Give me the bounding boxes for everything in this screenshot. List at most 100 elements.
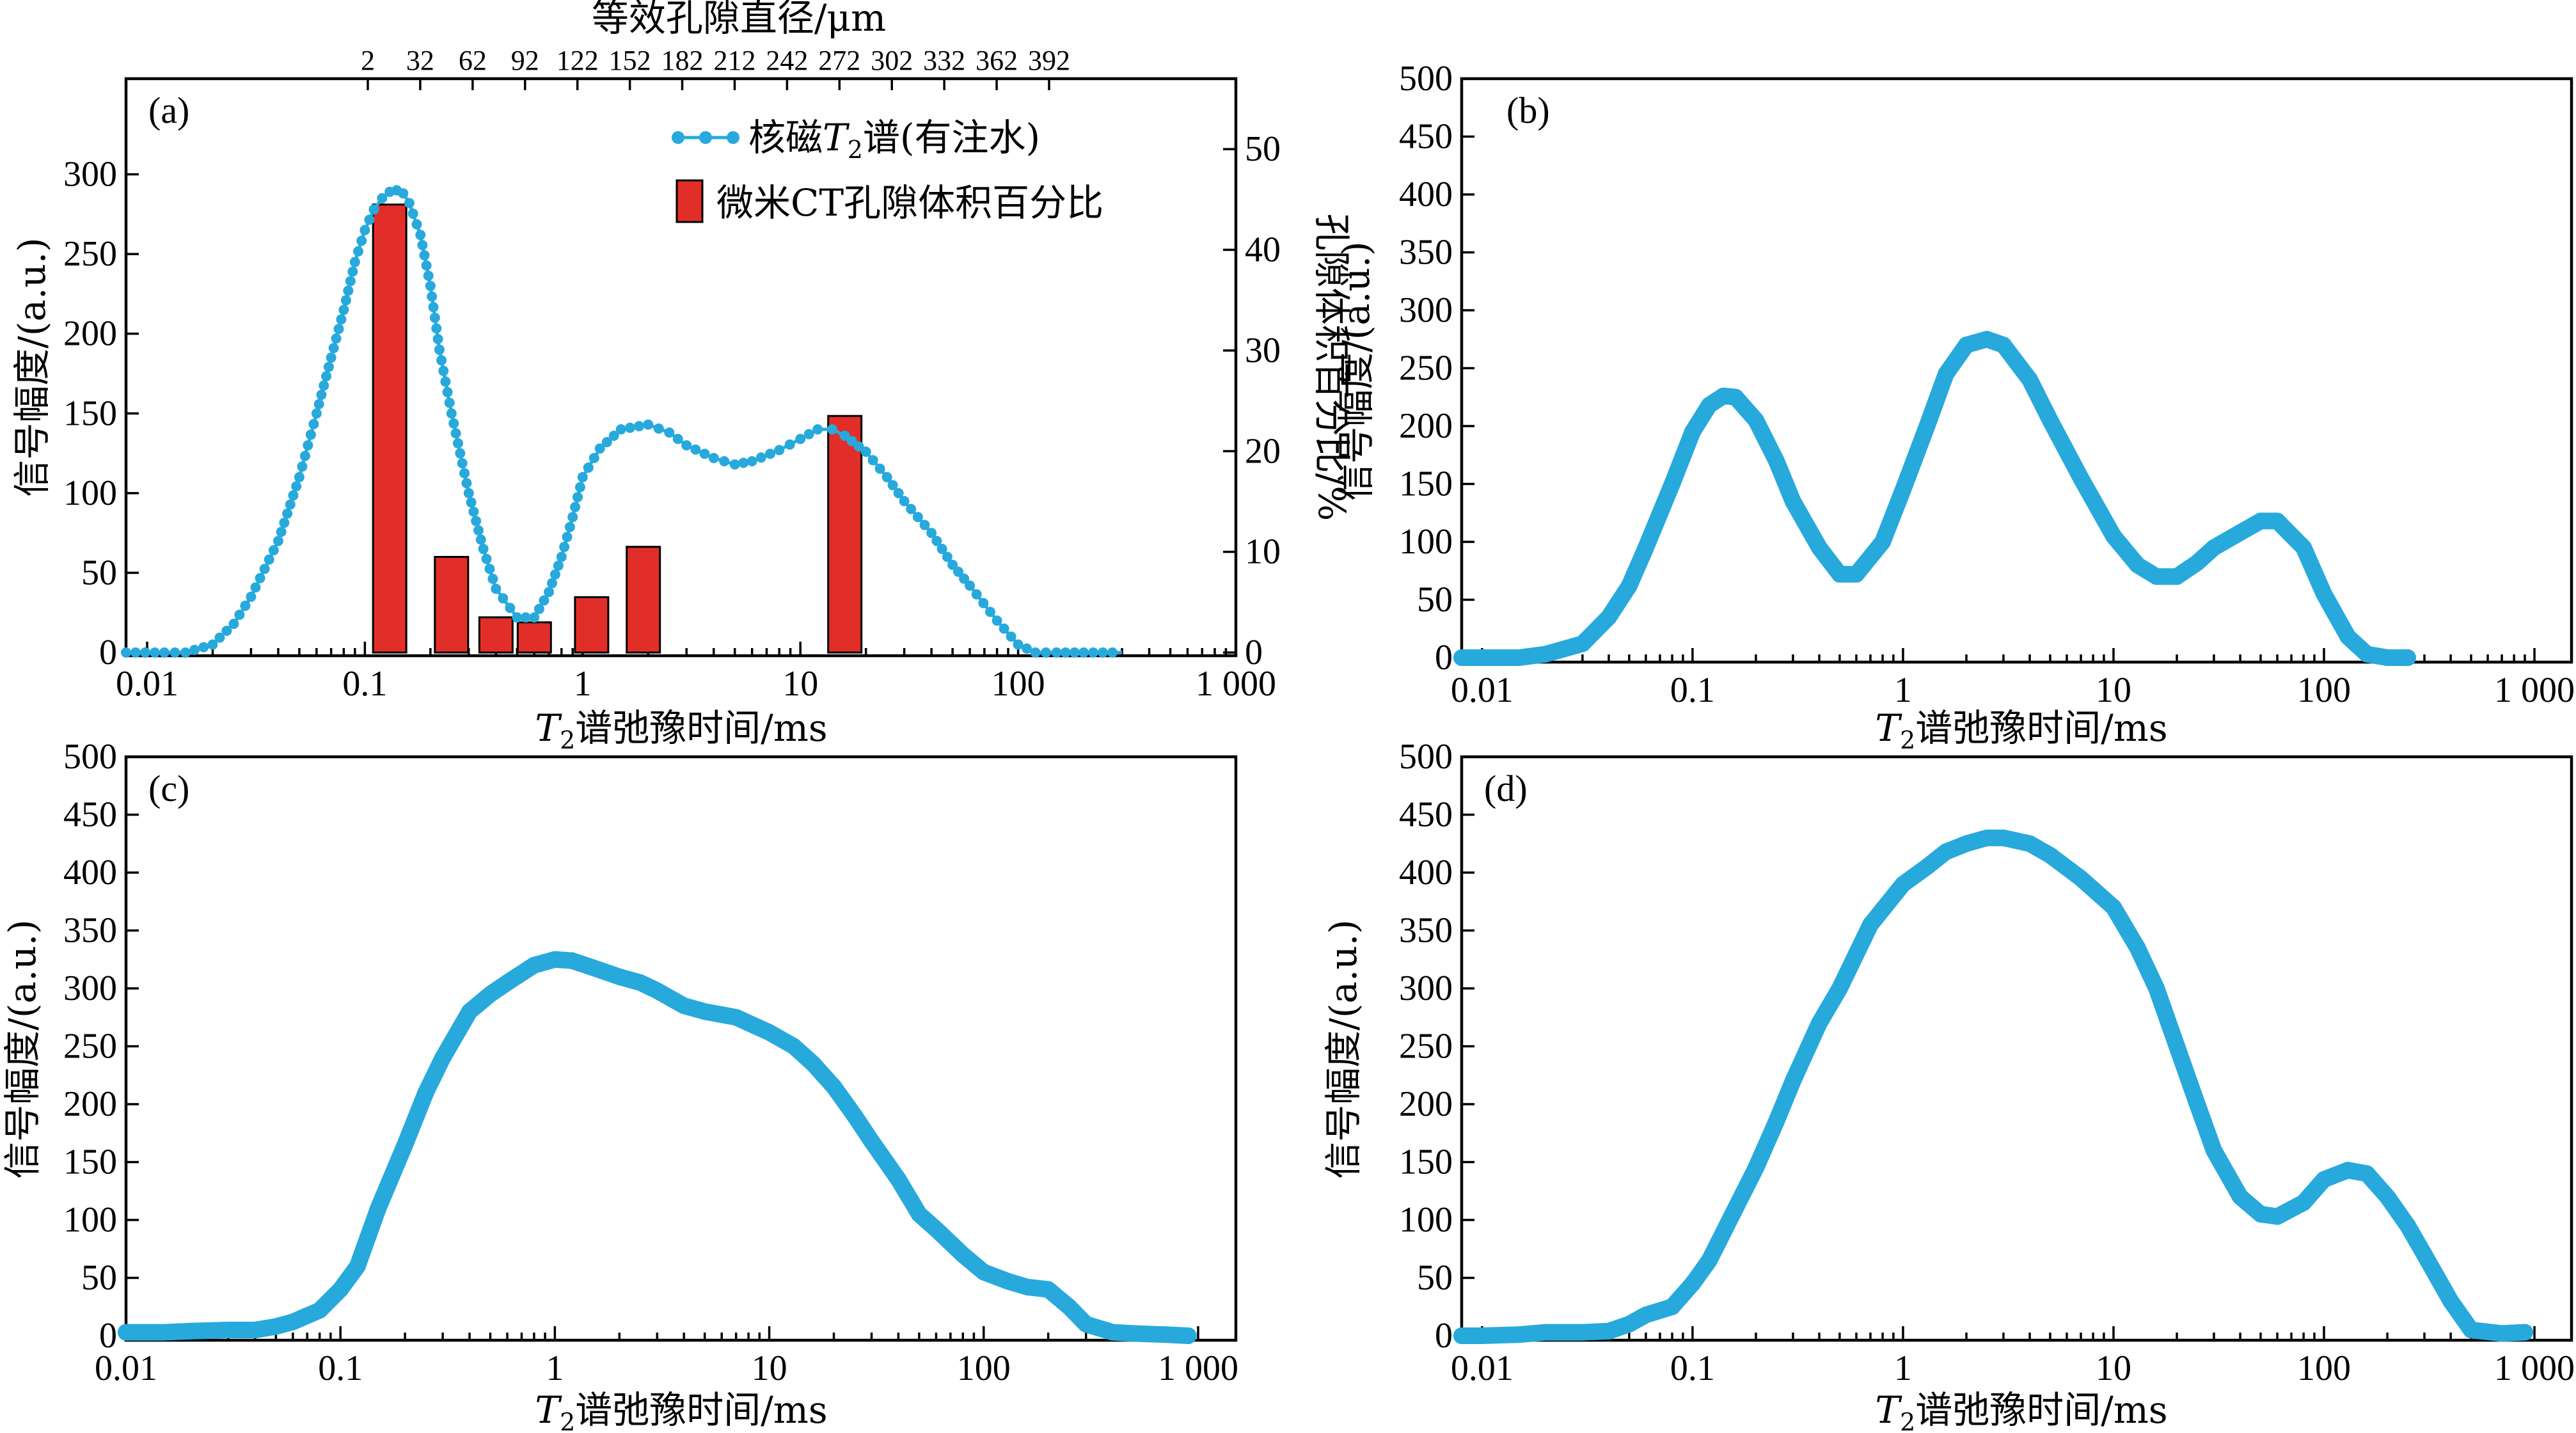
nmr-point (755, 452, 766, 463)
nmr-point (1039, 1281, 1057, 1298)
y2-tick-label: 10 (1245, 532, 1281, 572)
panel-c-x-ticks: 0.01 0.1 1 10 100 1 000 (95, 1326, 1238, 1388)
nmr-point (1874, 534, 1892, 550)
nmr-point (311, 1302, 328, 1319)
nmr-point (978, 598, 989, 608)
nmr-point (1767, 452, 1785, 470)
ct-bar (434, 556, 470, 654)
ct-bar (478, 616, 514, 654)
nmr-point (1784, 493, 1801, 510)
nmr-point (926, 528, 937, 539)
nmr-point (446, 408, 457, 419)
nmr-point (294, 471, 304, 482)
y-tick-label: 200 (63, 314, 117, 354)
nmr-point (1107, 647, 1118, 658)
nmr-point (323, 361, 334, 372)
y-tick-label: 500 (1399, 737, 1453, 777)
panel-c-y-label: 信号幅度/(a.u.) (1, 919, 44, 1179)
nmr-point (436, 355, 447, 366)
nmr-point (279, 518, 290, 528)
panel-a-x-ticks: 0.01 0.1 1 10 100 1 000 (116, 642, 1276, 704)
panel-b-nmr-series (1453, 331, 2416, 666)
y-tick-label: 300 (1399, 969, 1453, 1008)
nmr-point (2205, 539, 2222, 557)
legend-ct-label: 微米CT孔隙体积百分比 (716, 181, 1103, 225)
x-tick-label: 10 (782, 664, 818, 704)
nmr-point (2316, 585, 2333, 603)
top-tick-label: 2 (361, 45, 375, 76)
nmr-point (1510, 1326, 1528, 1343)
nmr-point (2105, 527, 2122, 544)
y-tick-label: 350 (63, 911, 117, 951)
nmr-point (2316, 1171, 2333, 1188)
nmr-point (1620, 1315, 1638, 1333)
nmr-point (846, 1107, 863, 1125)
nmr-point (276, 526, 287, 537)
nmr-point (273, 535, 283, 546)
nmr-point (316, 390, 327, 400)
nmr-point (2041, 411, 2058, 429)
nmr-point (1157, 1326, 1174, 1343)
nmr-point (653, 423, 664, 434)
nmr-point (634, 421, 645, 432)
y-tick-label: 0 (99, 1316, 117, 1356)
nmr-point (1537, 1324, 1554, 1341)
nmr-point (159, 647, 170, 658)
nmr-point (1847, 566, 1865, 583)
nmr-point (533, 603, 544, 614)
nmr-point (1894, 876, 1911, 893)
nmr-point (1180, 1327, 1197, 1344)
nmr-point (919, 519, 930, 530)
nmr-point (696, 1003, 713, 1020)
nmr-point (1019, 1278, 1036, 1295)
nmr-point (761, 1024, 778, 1041)
nmr-point (664, 427, 675, 438)
nmr-point (2295, 539, 2312, 557)
y2-tick-label: 50 (1245, 129, 1281, 169)
nmr-point (2339, 628, 2357, 645)
nmr-point (333, 324, 344, 335)
nmr-point (631, 974, 649, 991)
nmr-point (765, 448, 776, 459)
panel-a-legend: 核磁T2谱(有注水) 微米CT孔隙体积百分比 (672, 116, 1103, 225)
y-tick-label: 300 (63, 155, 117, 194)
panel-a-top-ticks: 2 32 62 92 122 152 182 212 242 272 302 332 362 392 (361, 45, 1070, 90)
x-tick-label: 0.1 (1670, 1349, 1715, 1388)
y2-tick-label: 0 (1245, 633, 1263, 672)
nmr-point (1958, 835, 1975, 852)
nmr-point (1637, 1306, 1654, 1324)
nmr-point (747, 456, 757, 466)
nmr-point (1684, 1275, 1701, 1292)
nmr-point (573, 492, 583, 503)
y-tick-label: 0 (1435, 638, 1453, 677)
nmr-point (583, 462, 594, 473)
nmr-point (2252, 512, 2269, 530)
nmr-point (284, 1313, 301, 1331)
nmr-point (624, 422, 635, 433)
nmr-point (305, 429, 316, 440)
nmr-point (525, 956, 542, 974)
nmr-point (326, 352, 336, 363)
y-tick-label: 450 (63, 795, 117, 835)
nmr-point (1861, 916, 1879, 933)
nmr-line (1453, 829, 2534, 1344)
nmr-point (984, 606, 995, 617)
nmr-point (2169, 568, 2186, 585)
nmr-point (512, 612, 523, 623)
nmr-point (427, 291, 438, 302)
y-tick-label: 250 (63, 234, 117, 274)
nmr-point (1995, 829, 2012, 846)
nmr-point (2232, 524, 2249, 541)
x-tick-label: 10 (2096, 670, 2131, 710)
ct-bar (626, 546, 661, 654)
y2-tick-label: 20 (1245, 431, 1281, 471)
x-tick-label: 0.1 (342, 664, 387, 704)
nmr-point (890, 1171, 907, 1188)
legend-nmr-dot-icon (672, 131, 684, 144)
nmr-point (2252, 1205, 2269, 1223)
panel-a-top-axis-label: 等效孔隙直径/μm (592, 0, 886, 40)
nmr-point (398, 188, 409, 199)
nmr-point (1918, 418, 1936, 434)
nmr-point (338, 305, 349, 315)
